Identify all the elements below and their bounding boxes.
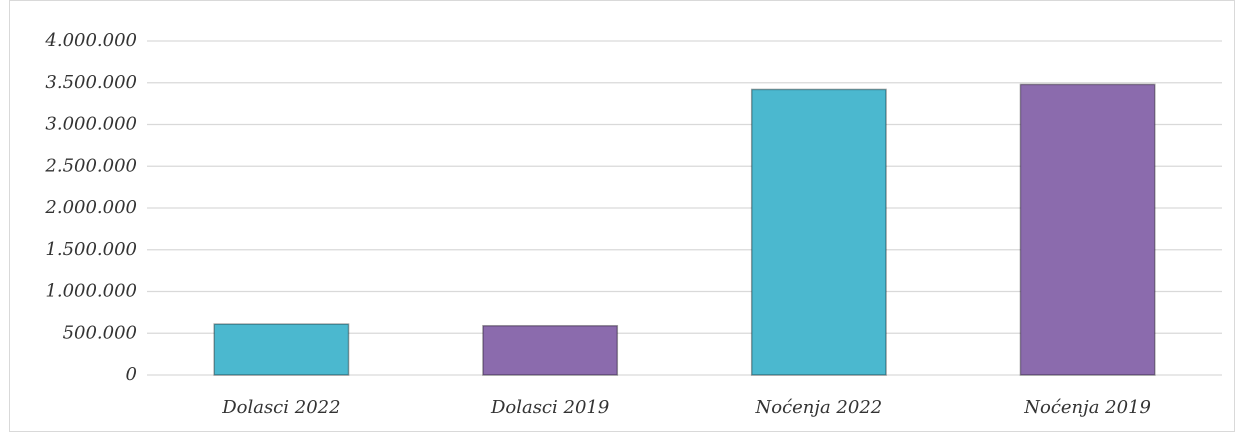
y-tick-label: 3.000.000 bbox=[45, 114, 137, 135]
x-tick-label: Noćenja 2019 bbox=[1023, 397, 1151, 418]
bar bbox=[213, 323, 350, 376]
y-tick-label: 4.000.000 bbox=[44, 30, 137, 51]
x-tick-label: Dolasci 2019 bbox=[490, 397, 609, 418]
y-tick-label: 3.500.000 bbox=[45, 72, 137, 93]
y-tick-label: 500.000 bbox=[63, 322, 137, 343]
bar bbox=[750, 88, 887, 376]
y-tick-label: 1.000.000 bbox=[45, 281, 137, 302]
x-tick-label: Dolasci 2022 bbox=[221, 397, 340, 418]
bar bbox=[1019, 83, 1156, 376]
x-tick-label: Noćenja 2022 bbox=[754, 397, 882, 418]
y-tick-label: 2.500.000 bbox=[44, 155, 137, 176]
y-tick-label: 2.000.000 bbox=[44, 197, 137, 218]
bar bbox=[482, 324, 619, 376]
y-tick-label: 0 bbox=[126, 364, 137, 385]
y-tick-label: 1.500.000 bbox=[45, 239, 137, 260]
